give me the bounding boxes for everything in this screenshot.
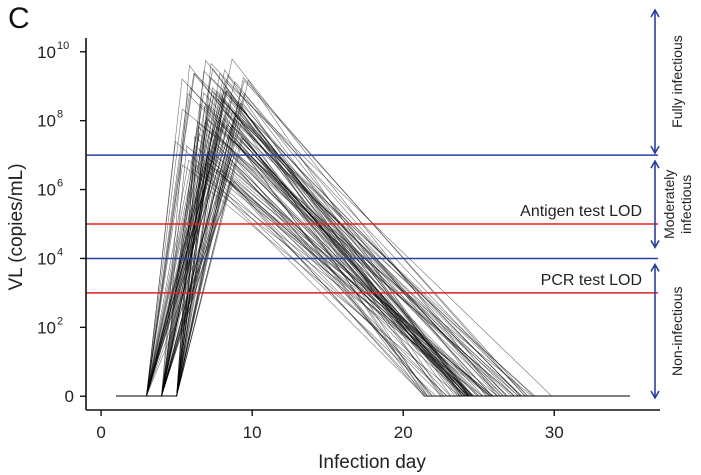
zone-arrow-head xyxy=(650,145,660,155)
trajectory-lines-layer xyxy=(116,58,630,397)
zone-arrow-head xyxy=(650,8,660,18)
y-tick-exponent: 4 xyxy=(57,246,63,258)
y-axis-label: VL (copies/mL) xyxy=(6,163,27,290)
y-tick-label: 0 xyxy=(65,387,74,406)
y-tick-label: 10 xyxy=(37,318,56,337)
zone-arrow-head xyxy=(650,159,660,169)
x-tick-label: 10 xyxy=(243,423,262,442)
trajectory-line xyxy=(116,69,630,397)
y-tick-label: 10 xyxy=(37,181,56,200)
threshold-label: PCR test LOD xyxy=(541,272,642,289)
y-tick-label: 10 xyxy=(37,249,56,268)
zone-arrow-head xyxy=(650,262,660,272)
y-tick-exponent: 2 xyxy=(57,315,63,327)
x-tick-label: 30 xyxy=(545,423,564,442)
y-tick-exponent: 10 xyxy=(57,40,69,52)
infectiousness-zones: Fully infectious Moderatelyinfectious Non-… xyxy=(650,8,694,400)
y-tick-label: 10 xyxy=(37,112,56,131)
y-tick-exponent: 8 xyxy=(57,109,63,121)
y-tick-exponent: 6 xyxy=(57,178,63,190)
threshold-lines-layer: Antigen test LOD PCR test LOD xyxy=(86,154,658,294)
threshold-label: Antigen test LOD xyxy=(520,203,642,220)
x-tick-label: 20 xyxy=(394,423,413,442)
x-axis-label: Infection day xyxy=(318,452,426,473)
zone-label: Non-infectious xyxy=(669,286,685,376)
zone-arrow-head xyxy=(650,240,660,250)
y-tick-label: 10 xyxy=(37,43,56,62)
trajectory-line xyxy=(116,125,630,397)
x-tick-label: 0 xyxy=(96,423,105,442)
panel-label: C xyxy=(8,2,30,35)
zone-label: Moderatelyinfectious xyxy=(661,170,694,239)
zone-label: Fully infectious xyxy=(669,35,685,128)
zone-arrow-head xyxy=(650,390,660,400)
